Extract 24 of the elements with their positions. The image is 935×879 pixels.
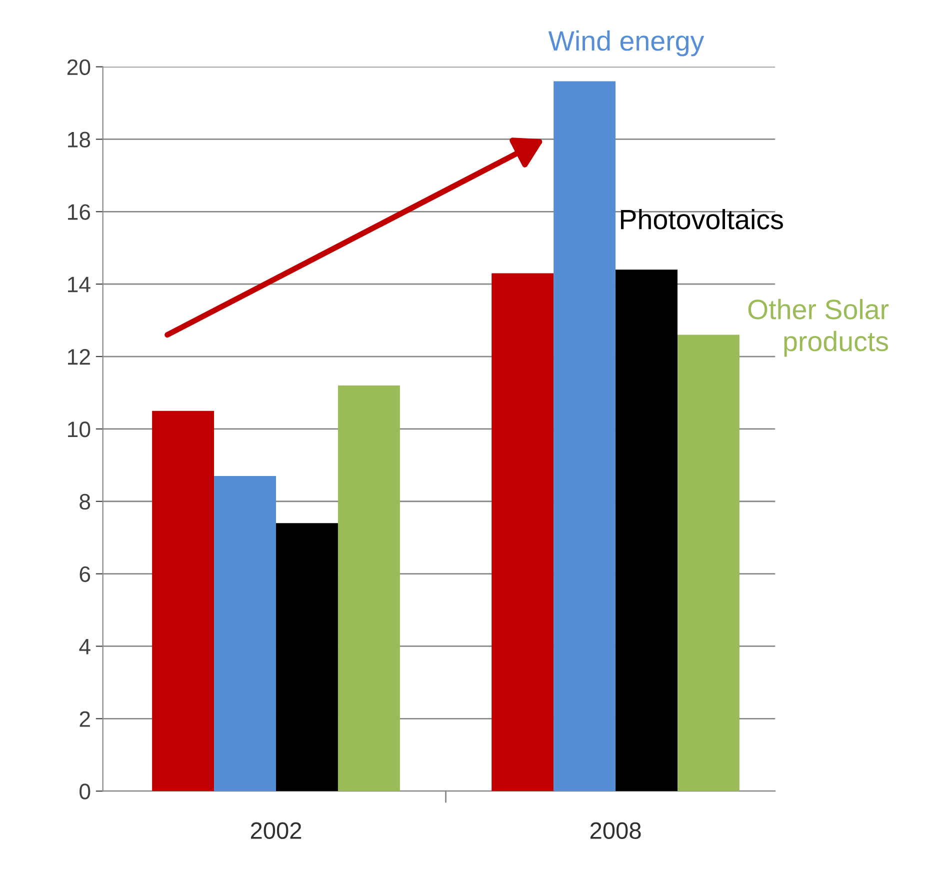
bar [554, 81, 616, 792]
y-tick-label: 10 [68, 421, 90, 438]
y-tick-label: 4 [79, 639, 90, 654]
y-tick-label: 8 [80, 494, 90, 510]
y-tick-label: 18 [68, 132, 90, 148]
bar [214, 476, 276, 792]
y-tick-label: 2 [80, 711, 90, 727]
y-tick-label: 12 [68, 349, 90, 365]
x-tick-label: 2008 [590, 822, 641, 839]
x-tick-label: 2002 [250, 822, 302, 839]
y-tick-label: 6 [80, 566, 90, 582]
bar [678, 334, 740, 792]
y-tick-label: 16 [68, 204, 90, 220]
series-label: Wind energy [548, 30, 704, 56]
y-tick-label: 14 [68, 276, 90, 292]
bar [152, 410, 214, 792]
series-label: Photovoltaics [621, 208, 783, 230]
y-tick-label: 20 [67, 59, 90, 76]
y-tick-label: 0 [80, 784, 90, 800]
bar [616, 270, 678, 792]
series-label: Other Solar products [748, 298, 889, 357]
bar [492, 273, 554, 792]
bar [338, 385, 400, 792]
bar [276, 523, 338, 792]
